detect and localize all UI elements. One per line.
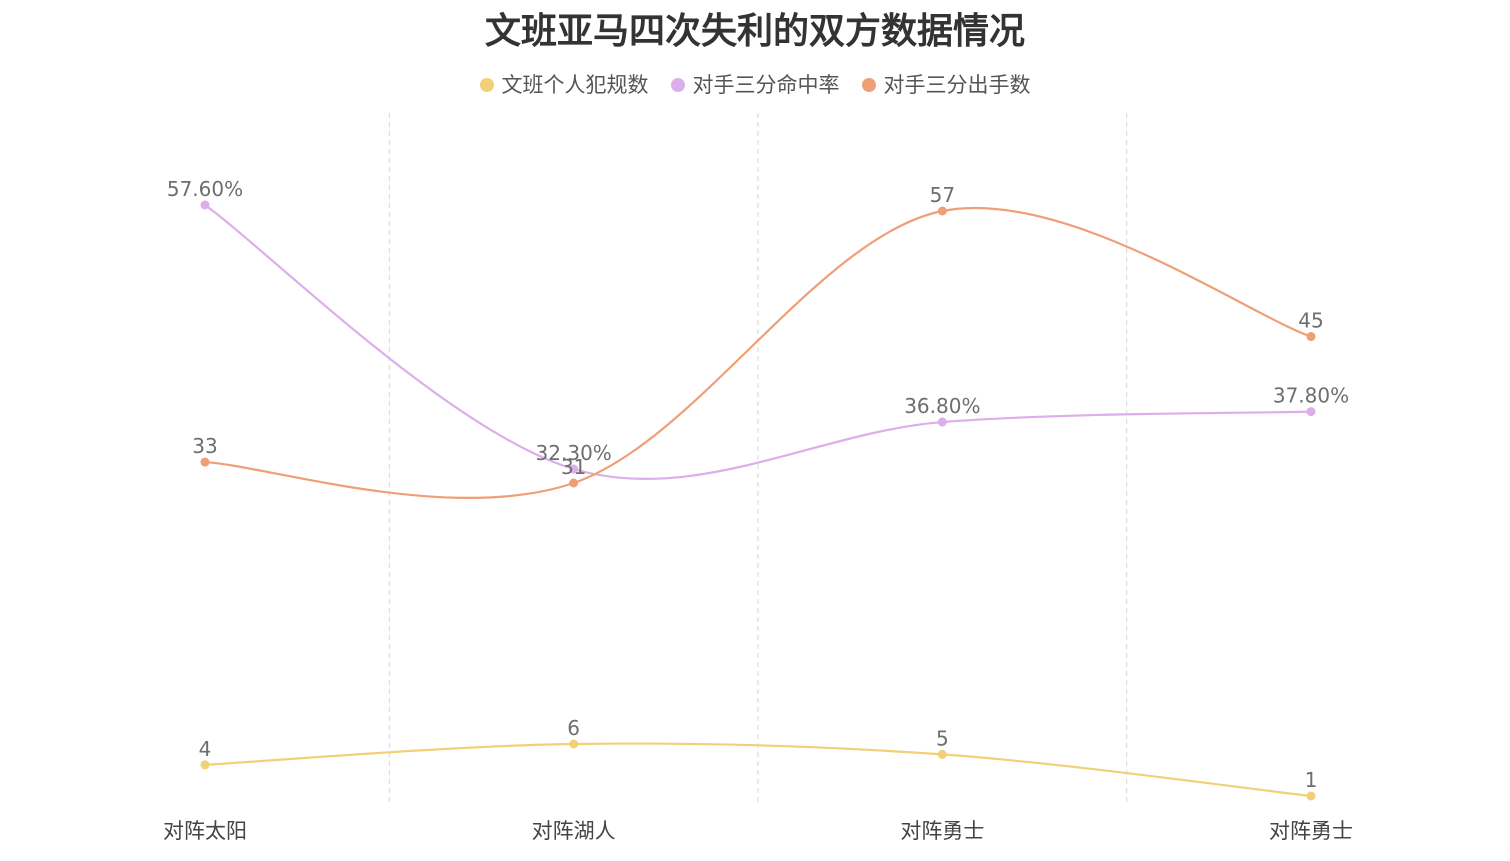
label-layer: 4 6 5 1 57.60% 32.30% 36.80% 37.80% 33 31 57 45 (167, 177, 1349, 792)
point-3pt-attempts-1[interactable] (569, 478, 579, 488)
legend-label-3pt-pct: 对手三分命中率 (692, 73, 840, 97)
data-label-fouls-2: 5 (936, 726, 949, 750)
point-fouls-2[interactable] (937, 749, 947, 759)
chart-title: 文班亚马四次失利的双方数据情况 (484, 11, 1025, 52)
legend-dot-3pt-attempts (861, 78, 876, 92)
x-tick-label-3: 对阵勇士 (1269, 819, 1353, 843)
legend-label-3pt-attempts: 对手三分出手数 (883, 73, 1031, 97)
data-label-3pt-attempts-1: 31 (561, 455, 586, 479)
legend-item-fouls[interactable]: 文班个人犯规数 (479, 70, 649, 100)
axis-layer: 对阵太阳 对阵湖人 对阵勇士 对阵勇士 (163, 819, 1353, 843)
legend-dot-fouls (479, 78, 494, 92)
data-label-fouls-1: 6 (567, 716, 580, 740)
legend-item-3pt-attempts[interactable]: 对手三分出手数 (861, 70, 1031, 100)
point-3pt-attempts-3[interactable] (1306, 332, 1316, 342)
data-label-3pt-attempts-0: 33 (192, 434, 217, 458)
legend: 文班个人犯规数 对手三分命中率 对手三分出手数 (0, 70, 1510, 100)
series-line-3pt-pct (204, 204, 1312, 481)
data-label-fouls-0: 4 (199, 737, 212, 761)
data-label-fouls-3: 1 (1305, 768, 1318, 792)
point-fouls-0[interactable] (200, 760, 210, 770)
data-label-3pt-pct-0: 57.60% (167, 177, 243, 201)
point-3pt-pct-3[interactable] (1306, 407, 1316, 417)
data-label-3pt-pct-2: 36.80% (904, 394, 980, 418)
legend-label-fouls: 文班个人犯规数 (501, 73, 649, 97)
data-label-3pt-pct-1: 32.30% (536, 441, 612, 465)
data-label-3pt-pct-3: 37.80% (1273, 384, 1349, 408)
x-tick-label-2: 对阵勇士 (900, 819, 984, 843)
series-layer (200, 200, 1316, 801)
point-3pt-pct-1[interactable] (569, 464, 579, 474)
grid-layer (388, 113, 1128, 806)
legend-dot-3pt-pct (670, 78, 685, 92)
series-line-3pt-attempts (204, 206, 1312, 499)
point-3pt-attempts-2[interactable] (937, 206, 947, 216)
point-3pt-pct-2[interactable] (937, 417, 947, 427)
series-line-fouls (204, 742, 1312, 798)
point-3pt-pct-0[interactable] (200, 200, 210, 210)
point-3pt-attempts-0[interactable] (200, 457, 210, 467)
legend-item-3pt-pct[interactable]: 对手三分命中率 (670, 70, 840, 100)
point-fouls-1[interactable] (569, 739, 579, 749)
x-tick-label-0: 对阵太阳 (163, 819, 247, 843)
data-label-3pt-attempts-3: 45 (1298, 309, 1323, 333)
data-label-3pt-attempts-2: 57 (930, 183, 955, 207)
point-fouls-3[interactable] (1306, 791, 1316, 801)
x-tick-label-1: 对阵湖人 (532, 819, 616, 843)
